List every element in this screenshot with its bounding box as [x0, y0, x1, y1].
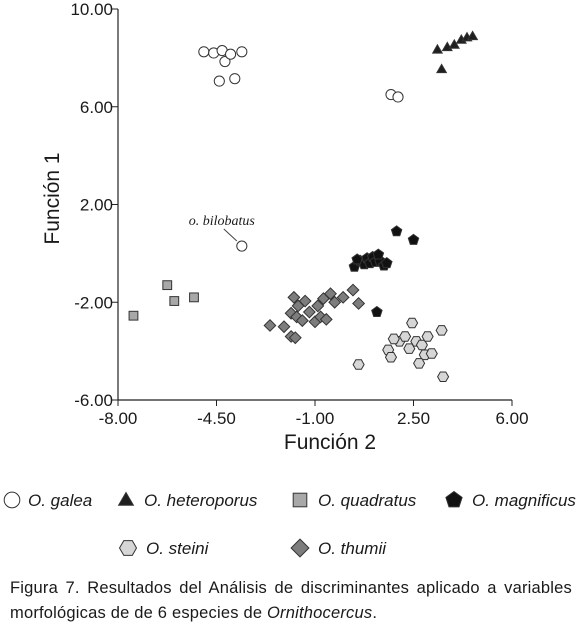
legend-label: O. galea: [28, 491, 92, 510]
series-pentagon: [348, 225, 420, 317]
point-triangle: [436, 63, 448, 74]
point-diamond: [319, 312, 333, 326]
legend-label: O. steini: [146, 539, 210, 558]
point-pentagon: [372, 248, 385, 260]
data-points: [128, 30, 479, 382]
x-tick-label: -8.00: [99, 409, 138, 428]
point-diamond: [346, 283, 360, 297]
point-hexagon: [406, 317, 419, 329]
legend-marker-pentagon: [445, 490, 463, 508]
point-diamond: [323, 287, 338, 301]
legend-marker-square: [292, 492, 308, 508]
legend-marker-hexagon: [118, 540, 138, 556]
point-diamond: [302, 305, 316, 319]
series-hexagon: [352, 317, 450, 382]
point-pentagon: [351, 253, 363, 265]
point-pentagon: [407, 233, 420, 245]
legend-item: O. quadratus: [292, 491, 417, 510]
legend-marker-circle: [3, 491, 21, 509]
scatter-plot: -8.00 -4.50 -1.00 2.50 6.00 -6.00 -2.00 2.00 6.0…: [3, 0, 576, 558]
point-circle: [229, 73, 241, 85]
x-tick-label: 2.50: [397, 409, 430, 428]
point-triangle: [431, 43, 444, 54]
point-circle: [198, 46, 210, 58]
legend-item: O. magnificus: [445, 490, 576, 510]
legend-item: O. heteroporus: [117, 491, 258, 510]
point-hexagon: [352, 359, 365, 370]
point-hexagon: [435, 325, 448, 336]
legend-marker-diamond: [290, 538, 310, 558]
tick-labels: -8.00 -4.50 -1.00 2.50 6.00 -6.00 -2.00 2.00 6.0…: [70, 0, 528, 428]
point-diamond: [277, 320, 291, 334]
x-tick-label: -1.00: [296, 409, 335, 428]
point-hexagon: [399, 331, 412, 342]
point-diamond: [263, 318, 277, 332]
point-hexagon: [384, 352, 398, 363]
y-tick-label: 2.00: [80, 196, 113, 215]
point-hexagon: [415, 339, 428, 351]
point-diamond: [336, 290, 350, 304]
y-tick-label: 6.00: [80, 98, 113, 117]
axes: [112, 8, 513, 406]
annotation: o. bilobatus: [189, 214, 256, 242]
point-triangle: [448, 38, 460, 49]
y-axis-title: Función 1: [41, 152, 64, 244]
caption-genus: Ornithocercus: [267, 604, 373, 622]
legend-label: O. quadratus: [318, 491, 417, 510]
point-pentagon: [390, 225, 403, 237]
legend-marker-triangle: [117, 491, 135, 506]
point-hexagon: [437, 371, 450, 382]
point-circle: [392, 91, 404, 103]
point-circle: [219, 55, 231, 68]
legend-label: O. heteroporus: [144, 491, 258, 510]
point-square: [169, 296, 180, 306]
y-tick-label: -6.00: [74, 391, 113, 410]
point-hexagon: [387, 333, 400, 345]
legend-item: O. thumii: [290, 538, 387, 558]
point-hexagon: [413, 358, 426, 369]
point-triangle: [466, 30, 479, 41]
y-tick-label: 10.00: [70, 0, 113, 19]
point-hexagon: [425, 348, 438, 359]
caption-text: Figura 7. Resultados del Análisis de dis…: [10, 579, 572, 622]
point-diamond: [311, 299, 325, 313]
legend-label: O. thumii: [318, 539, 387, 558]
point-circle: [225, 48, 237, 60]
legend: O. galea O. heteroporus O. quadratus O. mag…: [3, 490, 576, 558]
point-diamond: [287, 290, 301, 304]
point-diamond: [352, 296, 366, 310]
caption-end: .: [372, 604, 378, 622]
x-axis-title: Función 2: [284, 431, 376, 454]
series-square: [128, 280, 199, 321]
point-hexagon: [421, 331, 434, 342]
point-hexagon: [403, 343, 416, 354]
point-pentagon: [371, 305, 383, 317]
series-triangle: [431, 30, 479, 74]
point-circle: [213, 75, 225, 87]
series-circle: [198, 44, 404, 252]
figure-caption: Figura 7. Resultados del Análisis de dis…: [10, 576, 572, 626]
point-square: [128, 310, 139, 321]
point-diamond: [298, 294, 312, 308]
point-circle: [236, 46, 248, 58]
annotation-leader: [223, 228, 238, 242]
legend-item: O. galea: [3, 491, 92, 510]
point-diamond: [295, 314, 309, 328]
legend-item: O. steini: [118, 539, 210, 558]
point-square: [189, 292, 199, 303]
point-pentagon: [380, 256, 393, 269]
y-tick-label: -2.00: [74, 293, 113, 312]
x-tick-label: -4.50: [197, 409, 236, 428]
x-tick-label: 6.00: [495, 409, 528, 428]
point-diamond: [328, 295, 342, 309]
annotation-label: o. bilobatus: [189, 214, 256, 229]
point-circle: [236, 240, 248, 252]
legend-label: O. magnificus: [472, 491, 576, 510]
point-diamond: [288, 331, 302, 345]
point-square: [162, 280, 173, 291]
series-diamond: [263, 283, 366, 345]
